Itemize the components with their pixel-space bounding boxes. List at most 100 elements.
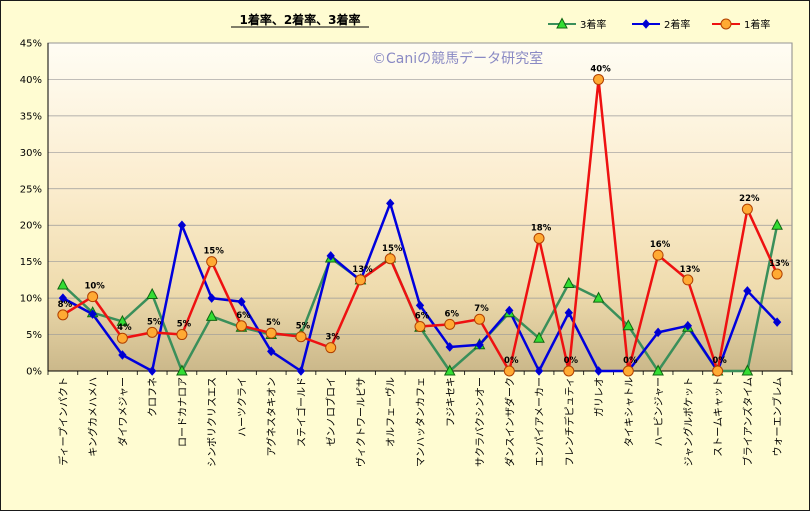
data-point-1 <box>237 296 246 307</box>
watermark-text: ©Caniの競馬データ研究室 <box>372 50 543 67</box>
data-label: 40% <box>590 64 611 74</box>
data-label: 13% <box>769 259 790 269</box>
data-point-2 <box>771 268 783 280</box>
data-point-1 <box>147 366 157 376</box>
data-point-2 <box>354 274 366 286</box>
data-point-0 <box>556 17 568 29</box>
data-point-1 <box>386 198 395 209</box>
data-point-2 <box>87 291 99 303</box>
data-point-2 <box>235 320 247 332</box>
legend-label: 3着率 <box>580 18 606 31</box>
data-label: 0% <box>504 356 519 366</box>
x-category-label: フレンチデピュティ <box>563 377 576 466</box>
data-point-0 <box>562 276 575 289</box>
x-category-label: ストームキャット <box>713 377 725 457</box>
y-tick-label: 40% <box>20 75 42 86</box>
x-category-label: ゼンノロブロイ <box>325 377 338 447</box>
data-point-2 <box>444 318 456 330</box>
x-category-label: タイキシャトル <box>623 377 635 447</box>
data-label: 6% <box>236 311 251 321</box>
data-point-2 <box>414 321 426 333</box>
data-label: 4% <box>117 323 132 333</box>
data-point-1 <box>475 340 484 350</box>
data-label: 3% <box>326 333 341 343</box>
data-point-1 <box>641 19 651 29</box>
data-point-1 <box>177 220 187 230</box>
data-point-1 <box>653 327 663 338</box>
x-category-label: シンボリクリスエス <box>207 377 219 467</box>
data-point-0 <box>592 291 605 303</box>
x-category-label: ロードカナロア <box>177 377 189 447</box>
data-label: 5% <box>177 320 192 330</box>
x-category-label: ブライアンズタイム <box>741 377 754 466</box>
plot-area <box>47 42 793 372</box>
y-tick-label: 15% <box>20 257 42 268</box>
data-point-1 <box>58 293 68 303</box>
data-label: 8% <box>58 300 73 310</box>
data-point-2 <box>295 331 307 343</box>
data-label: 15% <box>204 247 225 257</box>
x-category-label: サクラバクシンオー <box>475 377 487 467</box>
x-category-label: マンハッタンカフェ <box>415 377 427 467</box>
x-category-label: フジキセキ <box>445 377 457 427</box>
data-label: 6% <box>445 309 460 319</box>
legend-label: 1着率 <box>744 18 770 31</box>
data-point-2 <box>474 313 486 325</box>
data-label: 5% <box>296 322 311 332</box>
data-point-0 <box>443 364 456 376</box>
data-label: 13% <box>680 265 701 275</box>
data-point-2 <box>720 18 732 30</box>
data-point-1 <box>534 366 544 376</box>
data-label: 7% <box>474 304 489 314</box>
y-tick-label: 35% <box>20 111 42 122</box>
data-label: 0% <box>623 356 638 366</box>
x-category-label: ダイワメジャー <box>116 377 129 447</box>
data-label: 18% <box>531 223 552 233</box>
x-category-label: ハーツクライ <box>236 377 248 437</box>
data-point-0 <box>205 309 218 321</box>
x-category-label: ダンスインザダーク <box>503 377 516 467</box>
data-point-2 <box>533 232 545 244</box>
data-label: 0% <box>564 356 579 366</box>
data-label: 10% <box>84 282 105 292</box>
x-category-label: ステイゴールド <box>295 377 308 447</box>
data-point-1 <box>267 346 276 357</box>
x-category-label: エンパイアメーカー <box>534 377 546 467</box>
x-category-label: アグネスタキオン <box>265 377 278 457</box>
data-point-1 <box>88 309 97 319</box>
x-category-label: ディープインパクト <box>57 377 70 466</box>
data-point-2 <box>622 365 634 377</box>
data-label: 22% <box>739 194 760 204</box>
data-point-2 <box>146 326 158 338</box>
data-point-1 <box>594 366 603 376</box>
data-label: 13% <box>352 265 373 275</box>
data-point-2 <box>652 249 664 261</box>
data-point-1 <box>505 305 514 316</box>
y-tick-label: 5% <box>26 330 42 341</box>
data-label: 0% <box>712 356 727 366</box>
y-tick-label: 25% <box>20 184 42 195</box>
data-point-0 <box>176 364 188 376</box>
data-point-2 <box>593 73 605 85</box>
data-point-2 <box>503 365 515 377</box>
data-point-2 <box>325 342 337 354</box>
legend-label: 2着率 <box>664 18 690 31</box>
y-tick-label: 10% <box>20 294 42 305</box>
data-point-0 <box>741 364 754 376</box>
data-point-1 <box>564 307 573 318</box>
x-category-label: ガリレオ <box>594 377 606 417</box>
data-point-2 <box>682 274 694 286</box>
x-category-label: ハービンジャー <box>653 377 665 447</box>
data-label: 15% <box>382 244 403 254</box>
data-point-2 <box>384 253 396 265</box>
data-point-1 <box>772 317 782 327</box>
data-point-2 <box>712 365 724 377</box>
data-point-0 <box>57 278 69 290</box>
y-tick-label: 20% <box>20 221 42 232</box>
data-point-0 <box>533 331 545 343</box>
data-point-2 <box>116 332 128 344</box>
x-category-label: ジャングルポケット <box>682 377 695 467</box>
data-point-1 <box>743 286 752 296</box>
data-point-1 <box>326 251 335 261</box>
